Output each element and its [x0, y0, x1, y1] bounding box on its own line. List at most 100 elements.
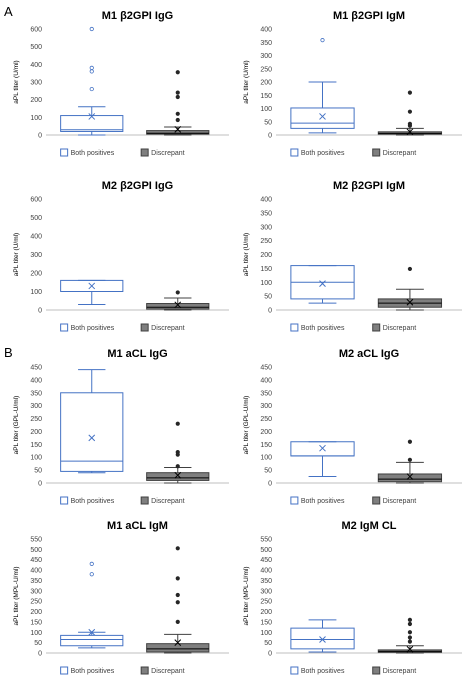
legend-swatch-both-positives — [60, 496, 69, 505]
chart-title: M2 β2GPI IgM — [333, 180, 405, 192]
both-positives-mean-marker — [88, 434, 96, 442]
y-axis-label: aPL titer (GPL-U/ml) — [13, 396, 20, 455]
y-tick-label: 350 — [260, 578, 272, 585]
discrepant-box — [146, 472, 210, 481]
y-tick-label: 100 — [30, 289, 42, 296]
both-positives-box — [60, 115, 124, 132]
chart-title: M1 aCL IgM — [107, 520, 168, 532]
both-positives-outlier-point — [89, 26, 94, 32]
legend-label-discrepant: Discrepant — [383, 498, 417, 505]
y-tick-label: 0 — [268, 651, 272, 658]
y-tick-label: 450 — [30, 557, 42, 564]
chart-title: M2 aCL IgG — [339, 348, 399, 360]
chart-m1-b2gpi-igm: M1 β2GPI IgM aPL titer (U/ml) 0 50 100 150 200… — [243, 10, 462, 157]
y-tick-label: 400 — [260, 377, 272, 384]
discrepant-outlier-point — [175, 576, 180, 581]
legend-swatch-discrepant — [372, 666, 381, 675]
y-tick-label: 400 — [30, 568, 42, 575]
y-tick-label: 400 — [260, 197, 272, 204]
section-label-b: B — [4, 345, 13, 360]
y-tick-label: 100 — [260, 106, 272, 113]
discrepant-mean-marker — [174, 639, 182, 646]
y-tick-label: 100 — [260, 280, 272, 287]
discrepant-box — [377, 473, 443, 483]
both-positives-mean-marker — [88, 113, 96, 120]
discrepant-outlier-point — [175, 111, 180, 116]
discrepant-box — [146, 643, 210, 653]
discrepant-outlier-point — [407, 439, 413, 444]
legend-swatch-both-positives — [60, 666, 69, 675]
discrepant-outlier-point — [407, 617, 413, 622]
discrepant-outlier-point — [407, 621, 413, 627]
both-positives-outlier-point — [89, 572, 94, 577]
discrepant-outlier-point — [407, 266, 413, 272]
y-tick-label: 150 — [260, 266, 272, 273]
y-tick-label: 600 — [30, 27, 42, 34]
y-tick-label: 200 — [30, 271, 42, 278]
both-positives-outlier-point — [89, 86, 94, 92]
legend-label-discrepant: Discrepant — [151, 325, 185, 332]
discrepant-mean-marker — [406, 645, 414, 653]
y-tick-label: 550 — [30, 537, 42, 544]
y-tick-label: 0 — [38, 481, 42, 488]
y-axis-label: aPL titer (U/ml) — [13, 60, 20, 103]
both-positives-outlier-point — [320, 38, 325, 43]
y-tick-label: 350 — [260, 40, 272, 47]
both-positives-box — [290, 107, 355, 129]
legend-label-both-positives: Both positives — [301, 325, 345, 332]
legend-label-discrepant: Discrepant — [151, 498, 185, 505]
discrepant-outlier-point — [407, 90, 413, 95]
chart-title: M1 β2GPI IgG — [102, 10, 174, 22]
y-tick-label: 200 — [260, 252, 272, 259]
y-tick-label: 0 — [268, 481, 272, 488]
y-tick-label: 100 — [30, 115, 42, 122]
y-axis-label: aPL titer (U/ml) — [243, 60, 250, 103]
discrepant-mean-marker — [406, 298, 414, 306]
y-tick-label: 200 — [30, 609, 42, 616]
legend-label-discrepant: Discrepant — [383, 150, 417, 157]
y-tick-label: 400 — [260, 568, 272, 575]
chart-m1-acl-igm: M1 aCL IgM aPL titer (MPL-U/ml) 0 50 100 150 2… — [13, 520, 229, 675]
discrepant-box — [146, 303, 210, 310]
discrepant-outlier-point — [407, 109, 413, 114]
discrepant-outlier-point — [175, 70, 180, 75]
y-tick-label: 200 — [260, 609, 272, 616]
chart-m2-b2gpi-igm: M2 β2GPI IgM aPL titer (U/ml) 0 50 100 150 200… — [243, 180, 462, 332]
y-tick-label: 400 — [30, 62, 42, 69]
y-tick-label: 0 — [38, 651, 42, 658]
chart-m2-b2gpi-igg: M2 β2GPI IgG aPL titer (U/ml) 0 100 200 300 40… — [13, 180, 229, 332]
chart-title: M2 β2GPI IgG — [102, 180, 174, 192]
discrepant-mean-marker — [406, 128, 414, 136]
discrepant-mean-marker — [174, 471, 182, 479]
y-tick-label: 300 — [260, 53, 272, 60]
y-tick-label: 50 — [264, 294, 272, 301]
legend-label-discrepant: Discrepant — [383, 668, 417, 675]
legend-label-both-positives: Both positives — [301, 498, 345, 505]
legend-label-discrepant: Discrepant — [151, 150, 185, 157]
y-tick-label: 350 — [260, 210, 272, 217]
discrepant-outlier-point — [407, 635, 413, 640]
discrepant-box — [146, 130, 210, 135]
legend-swatch-discrepant — [140, 148, 149, 157]
y-tick-label: 200 — [30, 429, 42, 436]
y-tick-label: 100 — [260, 455, 272, 462]
y-tick-label: 350 — [30, 390, 42, 397]
chart-title: M2 IgM CL — [342, 520, 397, 532]
y-tick-label: 150 — [260, 93, 272, 100]
y-tick-label: 150 — [260, 442, 272, 449]
legend-swatch-both-positives — [290, 666, 299, 675]
y-tick-label: 0 — [38, 308, 42, 315]
both-positives-outlier-point — [89, 69, 94, 74]
chart-title: M1 β2GPI IgM — [333, 10, 405, 22]
y-tick-label: 400 — [260, 27, 272, 34]
legend-swatch-both-positives — [290, 148, 299, 157]
discrepant-mean-marker — [174, 301, 182, 309]
legend-swatch-both-positives — [60, 148, 69, 157]
y-tick-label: 450 — [260, 557, 272, 564]
y-tick-label: 100 — [30, 630, 42, 637]
y-tick-label: 400 — [30, 234, 42, 241]
discrepant-outlier-point — [175, 546, 180, 551]
y-tick-label: 300 — [30, 588, 42, 595]
y-tick-label: 500 — [30, 44, 42, 51]
y-tick-label: 0 — [268, 308, 272, 315]
